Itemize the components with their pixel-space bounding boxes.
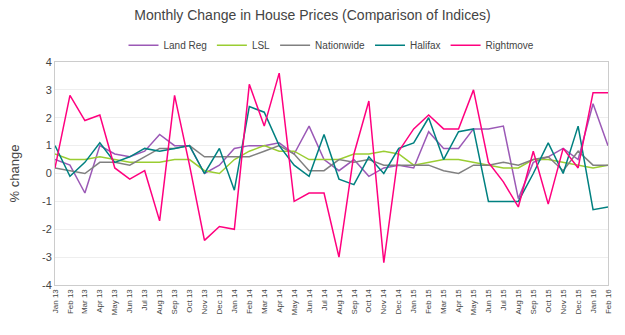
svg-text:0: 0	[46, 167, 52, 179]
svg-text:Nov 13: Nov 13	[200, 289, 209, 315]
svg-text:Monthly Change in House Prices: Monthly Change in House Prices (Comparis…	[134, 7, 490, 23]
svg-text:Jul 13: Jul 13	[140, 289, 149, 311]
svg-text:-4: -4	[42, 279, 52, 291]
svg-text:Apr 13: Apr 13	[95, 289, 104, 313]
svg-text:May 14: May 14	[290, 289, 299, 316]
svg-text:Sep 13: Sep 13	[170, 289, 179, 315]
svg-text:Feb 15: Feb 15	[424, 289, 433, 314]
svg-text:Dec 15: Dec 15	[574, 289, 583, 315]
svg-text:Jan 15: Jan 15	[409, 289, 418, 314]
svg-text:2: 2	[46, 112, 52, 124]
svg-text:Dec 13: Dec 13	[215, 289, 224, 315]
svg-text:Feb 14: Feb 14	[245, 289, 254, 314]
svg-text:Jun 13: Jun 13	[125, 289, 134, 314]
svg-text:Halifax: Halifax	[410, 40, 441, 51]
svg-text:Aug 14: Aug 14	[335, 289, 344, 315]
svg-text:Nov 15: Nov 15	[559, 289, 568, 315]
svg-text:Jul 14: Jul 14	[320, 289, 329, 311]
svg-text:LSL: LSL	[252, 40, 270, 51]
svg-text:4: 4	[46, 56, 52, 68]
svg-text:Jun 15: Jun 15	[484, 289, 493, 314]
svg-text:Dec 14: Dec 14	[394, 289, 403, 315]
svg-text:Apr 14: Apr 14	[275, 289, 284, 313]
svg-text:Mar 14: Mar 14	[260, 289, 269, 314]
svg-text:% change: % change	[7, 145, 22, 203]
svg-text:Aug 13: Aug 13	[155, 289, 164, 315]
svg-text:Jan 16: Jan 16	[589, 289, 598, 314]
svg-text:Feb 16: Feb 16	[604, 289, 613, 314]
svg-text:Nationwide: Nationwide	[315, 40, 365, 51]
svg-text:-3: -3	[42, 251, 52, 263]
svg-text:Nov 14: Nov 14	[379, 289, 388, 315]
svg-text:Jan 13: Jan 13	[51, 289, 60, 314]
svg-text:-1: -1	[42, 195, 52, 207]
svg-text:Aug 15: Aug 15	[514, 289, 523, 315]
svg-text:Rightmove: Rightmove	[486, 40, 534, 51]
svg-text:Feb 13: Feb 13	[66, 289, 75, 314]
svg-text:Sep 15: Sep 15	[529, 289, 538, 315]
svg-text:Jun 14: Jun 14	[305, 289, 314, 314]
svg-text:1: 1	[46, 139, 52, 151]
svg-text:Sep 14: Sep 14	[350, 289, 359, 315]
svg-text:Jul 15: Jul 15	[499, 289, 508, 311]
svg-text:-2: -2	[42, 223, 52, 235]
svg-text:3: 3	[46, 84, 52, 96]
svg-text:Land Reg: Land Reg	[164, 40, 207, 51]
svg-text:May 15: May 15	[469, 289, 478, 316]
svg-text:Oct 13: Oct 13	[185, 289, 194, 313]
svg-text:May 13: May 13	[110, 289, 119, 316]
svg-text:Mar 15: Mar 15	[439, 289, 448, 314]
svg-text:Oct 14: Oct 14	[364, 289, 373, 313]
svg-text:Jan 14: Jan 14	[230, 289, 239, 314]
svg-text:Oct 15: Oct 15	[544, 289, 553, 313]
svg-text:Mar 13: Mar 13	[80, 289, 89, 314]
svg-text:Apr 15: Apr 15	[454, 289, 463, 313]
